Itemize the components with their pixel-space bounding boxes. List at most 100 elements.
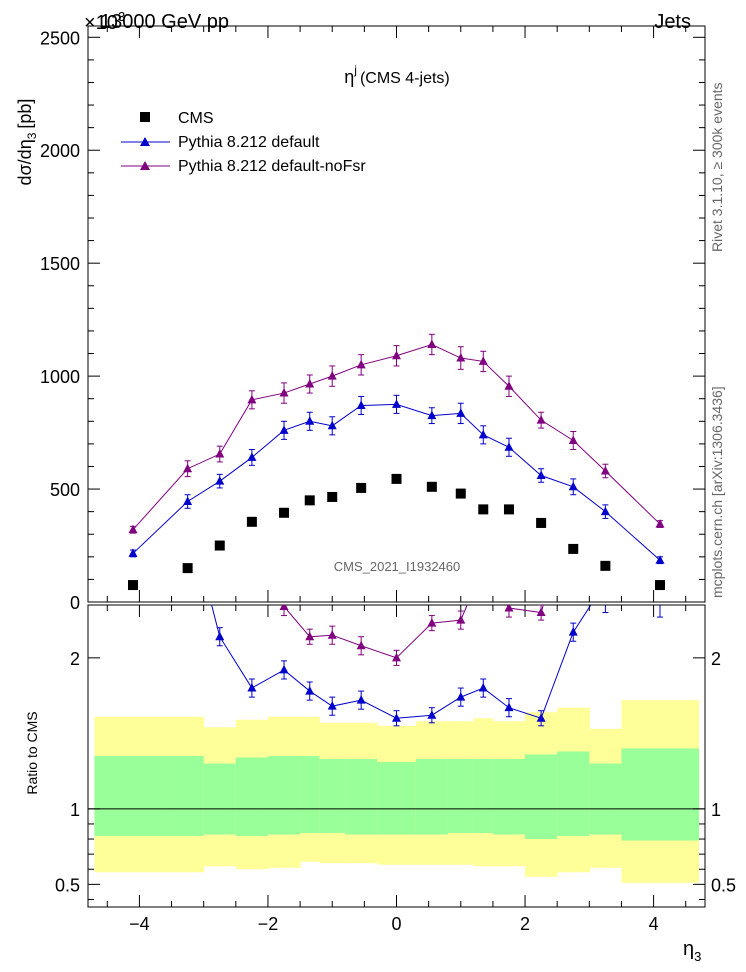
x-axis-label-main: η xyxy=(683,938,694,960)
y-axis-label-top: dσ/dη3 [pb] xyxy=(15,99,39,186)
default-series-point xyxy=(456,408,466,417)
nofsr-ratio-point xyxy=(656,260,665,269)
cms-point xyxy=(455,488,466,499)
default-series-point xyxy=(356,400,366,409)
y-tick-label-main: 0 xyxy=(70,593,80,613)
plot-title-text: (CMS 4-jets) xyxy=(360,70,450,87)
main-plot-marks xyxy=(127,333,666,591)
nofsr-ratio-point xyxy=(327,630,337,639)
band-inner xyxy=(94,756,173,837)
nofsr-series-point xyxy=(478,356,488,365)
nofsr-ratio-point xyxy=(183,366,192,375)
default-ratio-point xyxy=(392,713,401,722)
ratio-uncertainty-bands xyxy=(94,700,700,883)
y-tick-label-main: 2000 xyxy=(40,141,80,161)
y-tick-label-main: 500 xyxy=(50,480,80,500)
band-inner xyxy=(300,756,320,834)
legend-nofsr-marker xyxy=(140,161,150,170)
legend-default-marker xyxy=(140,137,150,146)
y-tick-label-main: 1000 xyxy=(40,367,80,387)
nofsr-ratio-point xyxy=(247,574,256,583)
default-ratio-point xyxy=(327,701,337,710)
cms-point xyxy=(600,560,611,571)
nofsr-ratio-point xyxy=(392,652,401,662)
band-inner xyxy=(589,763,622,835)
plot-title: ηj (CMS 4-jets) xyxy=(344,63,449,87)
band-inner xyxy=(171,756,205,837)
cms-point xyxy=(246,516,257,527)
nofsr-ratio-point xyxy=(128,321,137,330)
y-tick-label-ratio-right: 1 xyxy=(711,800,721,820)
nofsr-series-line xyxy=(132,343,661,531)
default-ratio-point xyxy=(305,686,315,695)
nofsr-ratio-point xyxy=(305,631,315,641)
nofsr-series-point xyxy=(600,465,610,475)
cms-point xyxy=(182,563,193,574)
default-ratio-point xyxy=(504,702,514,712)
band-inner xyxy=(492,759,526,835)
analysis-label: CMS_2021_I1932460 xyxy=(334,559,461,574)
y-tick-label-ratio: 2 xyxy=(70,649,80,669)
default-ratio-point xyxy=(456,692,466,701)
nofsr-ratio-point xyxy=(427,618,437,627)
default-ratio-point xyxy=(247,683,257,692)
nofsr-ratio-point xyxy=(279,605,289,611)
default-series-point xyxy=(305,416,315,425)
mcplots-label: mcplots.cern.ch [arXiv:1306.3436] xyxy=(709,386,725,598)
band-inner xyxy=(203,763,237,835)
legend: CMS Pythia 8.212 default Pythia 8.212 de… xyxy=(121,110,366,175)
default-series-point xyxy=(247,452,257,461)
band-inner xyxy=(345,759,378,835)
legend-default-label: Pythia 8.212 default xyxy=(178,134,320,151)
cms-point xyxy=(214,540,225,551)
y-tick-label-ratio-right: 2 xyxy=(711,649,721,669)
nofsr-series-point xyxy=(327,371,337,380)
default-ratio-point xyxy=(356,695,366,704)
band-inner xyxy=(621,748,700,841)
nofsr-ratio-point xyxy=(601,411,610,420)
axes-ticks: −4 −2 0 2 4 0 500 1000 1500 2000 2500 0.5 0.5 1 1 2 2 xyxy=(40,26,736,934)
default-series-point xyxy=(568,481,578,491)
header-right: Jets xyxy=(654,11,691,33)
nofsr-series-point xyxy=(183,463,193,473)
y-tick-label-ratio: 0.5 xyxy=(55,875,80,895)
default-series-point xyxy=(427,410,437,420)
x-axis-label: η3 xyxy=(683,938,701,964)
band-inner xyxy=(235,757,269,837)
nofsr-ratio-point xyxy=(356,640,366,650)
band-inner xyxy=(525,754,558,840)
y-exponent-power: 3 xyxy=(118,9,125,24)
y-tick-label-ratio: 1 xyxy=(70,800,80,820)
legend-nofsr-label: Pythia 8.212 default-noFsr xyxy=(178,158,366,175)
plot-title-sup: j xyxy=(353,63,357,77)
nofsr-series-point xyxy=(655,519,665,528)
cms-point xyxy=(478,504,489,515)
y-tick-label-ratio-right: 0.5 xyxy=(711,875,736,895)
x-axis-label-sub: 3 xyxy=(694,949,701,964)
band-inner xyxy=(319,759,346,834)
y-axis-label-bottom: Ratio to CMS xyxy=(24,711,40,794)
cms-point xyxy=(391,473,402,484)
nofsr-series-point xyxy=(128,524,138,534)
cms-point xyxy=(503,504,514,515)
band-inner xyxy=(557,751,590,837)
band-inner xyxy=(267,756,301,835)
nofsr-series-point xyxy=(536,415,546,424)
nofsr-series-point xyxy=(279,388,289,397)
default-series-point xyxy=(327,420,337,430)
legend-cms-label: CMS xyxy=(178,110,214,127)
default-series-point xyxy=(600,506,610,516)
default-series-point xyxy=(504,442,514,451)
y-tick-label-main: 2500 xyxy=(40,28,80,48)
nofsr-ratio-point xyxy=(456,615,466,624)
y-exponent: ×103 xyxy=(84,9,125,34)
nofsr-series-point xyxy=(356,359,366,369)
band-inner xyxy=(473,759,494,834)
y-axis-label-top-main: dσ/dη xyxy=(15,139,35,185)
legend-cms-marker xyxy=(140,112,150,122)
y-axis-label-top-unit: [pb] xyxy=(15,99,35,129)
default-series-point xyxy=(279,425,289,434)
x-tick-label: −4 xyxy=(129,914,150,934)
x-tick-label: 0 xyxy=(391,914,401,934)
